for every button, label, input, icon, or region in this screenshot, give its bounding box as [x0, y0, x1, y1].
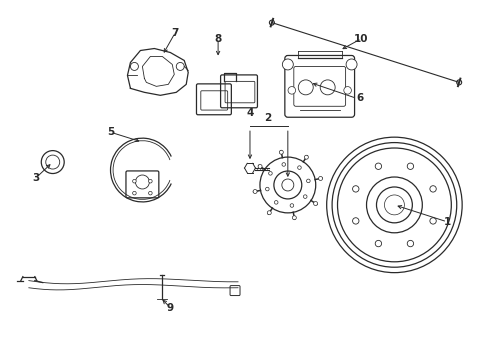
- Circle shape: [352, 186, 358, 192]
- Circle shape: [281, 179, 293, 191]
- Circle shape: [429, 186, 435, 192]
- Circle shape: [297, 166, 301, 170]
- Circle shape: [384, 195, 404, 215]
- Text: 2: 2: [264, 113, 271, 123]
- Circle shape: [132, 192, 136, 195]
- Text: 3: 3: [32, 173, 40, 183]
- Circle shape: [456, 80, 461, 85]
- Circle shape: [148, 192, 152, 195]
- Circle shape: [376, 187, 411, 223]
- Circle shape: [304, 155, 308, 159]
- Circle shape: [148, 179, 152, 183]
- Circle shape: [269, 20, 274, 25]
- Circle shape: [429, 218, 435, 224]
- Circle shape: [306, 179, 309, 183]
- Circle shape: [253, 189, 257, 193]
- Text: 4: 4: [246, 108, 253, 118]
- FancyBboxPatch shape: [229, 285, 240, 296]
- Circle shape: [374, 163, 381, 170]
- Circle shape: [282, 59, 293, 70]
- Circle shape: [407, 240, 413, 247]
- Circle shape: [282, 163, 285, 166]
- Circle shape: [132, 179, 136, 183]
- Circle shape: [274, 201, 278, 204]
- Circle shape: [279, 150, 283, 154]
- Text: 7: 7: [171, 28, 179, 37]
- Circle shape: [130, 62, 138, 71]
- Circle shape: [313, 202, 317, 206]
- Circle shape: [267, 211, 271, 215]
- Circle shape: [320, 80, 334, 95]
- Circle shape: [303, 195, 306, 198]
- Circle shape: [346, 59, 356, 70]
- Circle shape: [289, 204, 293, 207]
- Circle shape: [374, 240, 381, 247]
- Circle shape: [352, 218, 358, 224]
- Circle shape: [265, 187, 268, 191]
- Circle shape: [268, 172, 272, 175]
- Text: 10: 10: [354, 33, 368, 44]
- Text: 8: 8: [214, 33, 221, 44]
- Circle shape: [298, 80, 313, 95]
- Circle shape: [258, 165, 262, 168]
- Circle shape: [343, 86, 351, 94]
- Circle shape: [407, 163, 413, 170]
- Text: 9: 9: [166, 302, 174, 312]
- Circle shape: [176, 62, 184, 71]
- Circle shape: [292, 216, 296, 220]
- Circle shape: [318, 176, 322, 180]
- Text: 5: 5: [107, 127, 114, 137]
- Text: 1: 1: [443, 217, 450, 227]
- Circle shape: [287, 86, 295, 94]
- Text: 6: 6: [356, 93, 363, 103]
